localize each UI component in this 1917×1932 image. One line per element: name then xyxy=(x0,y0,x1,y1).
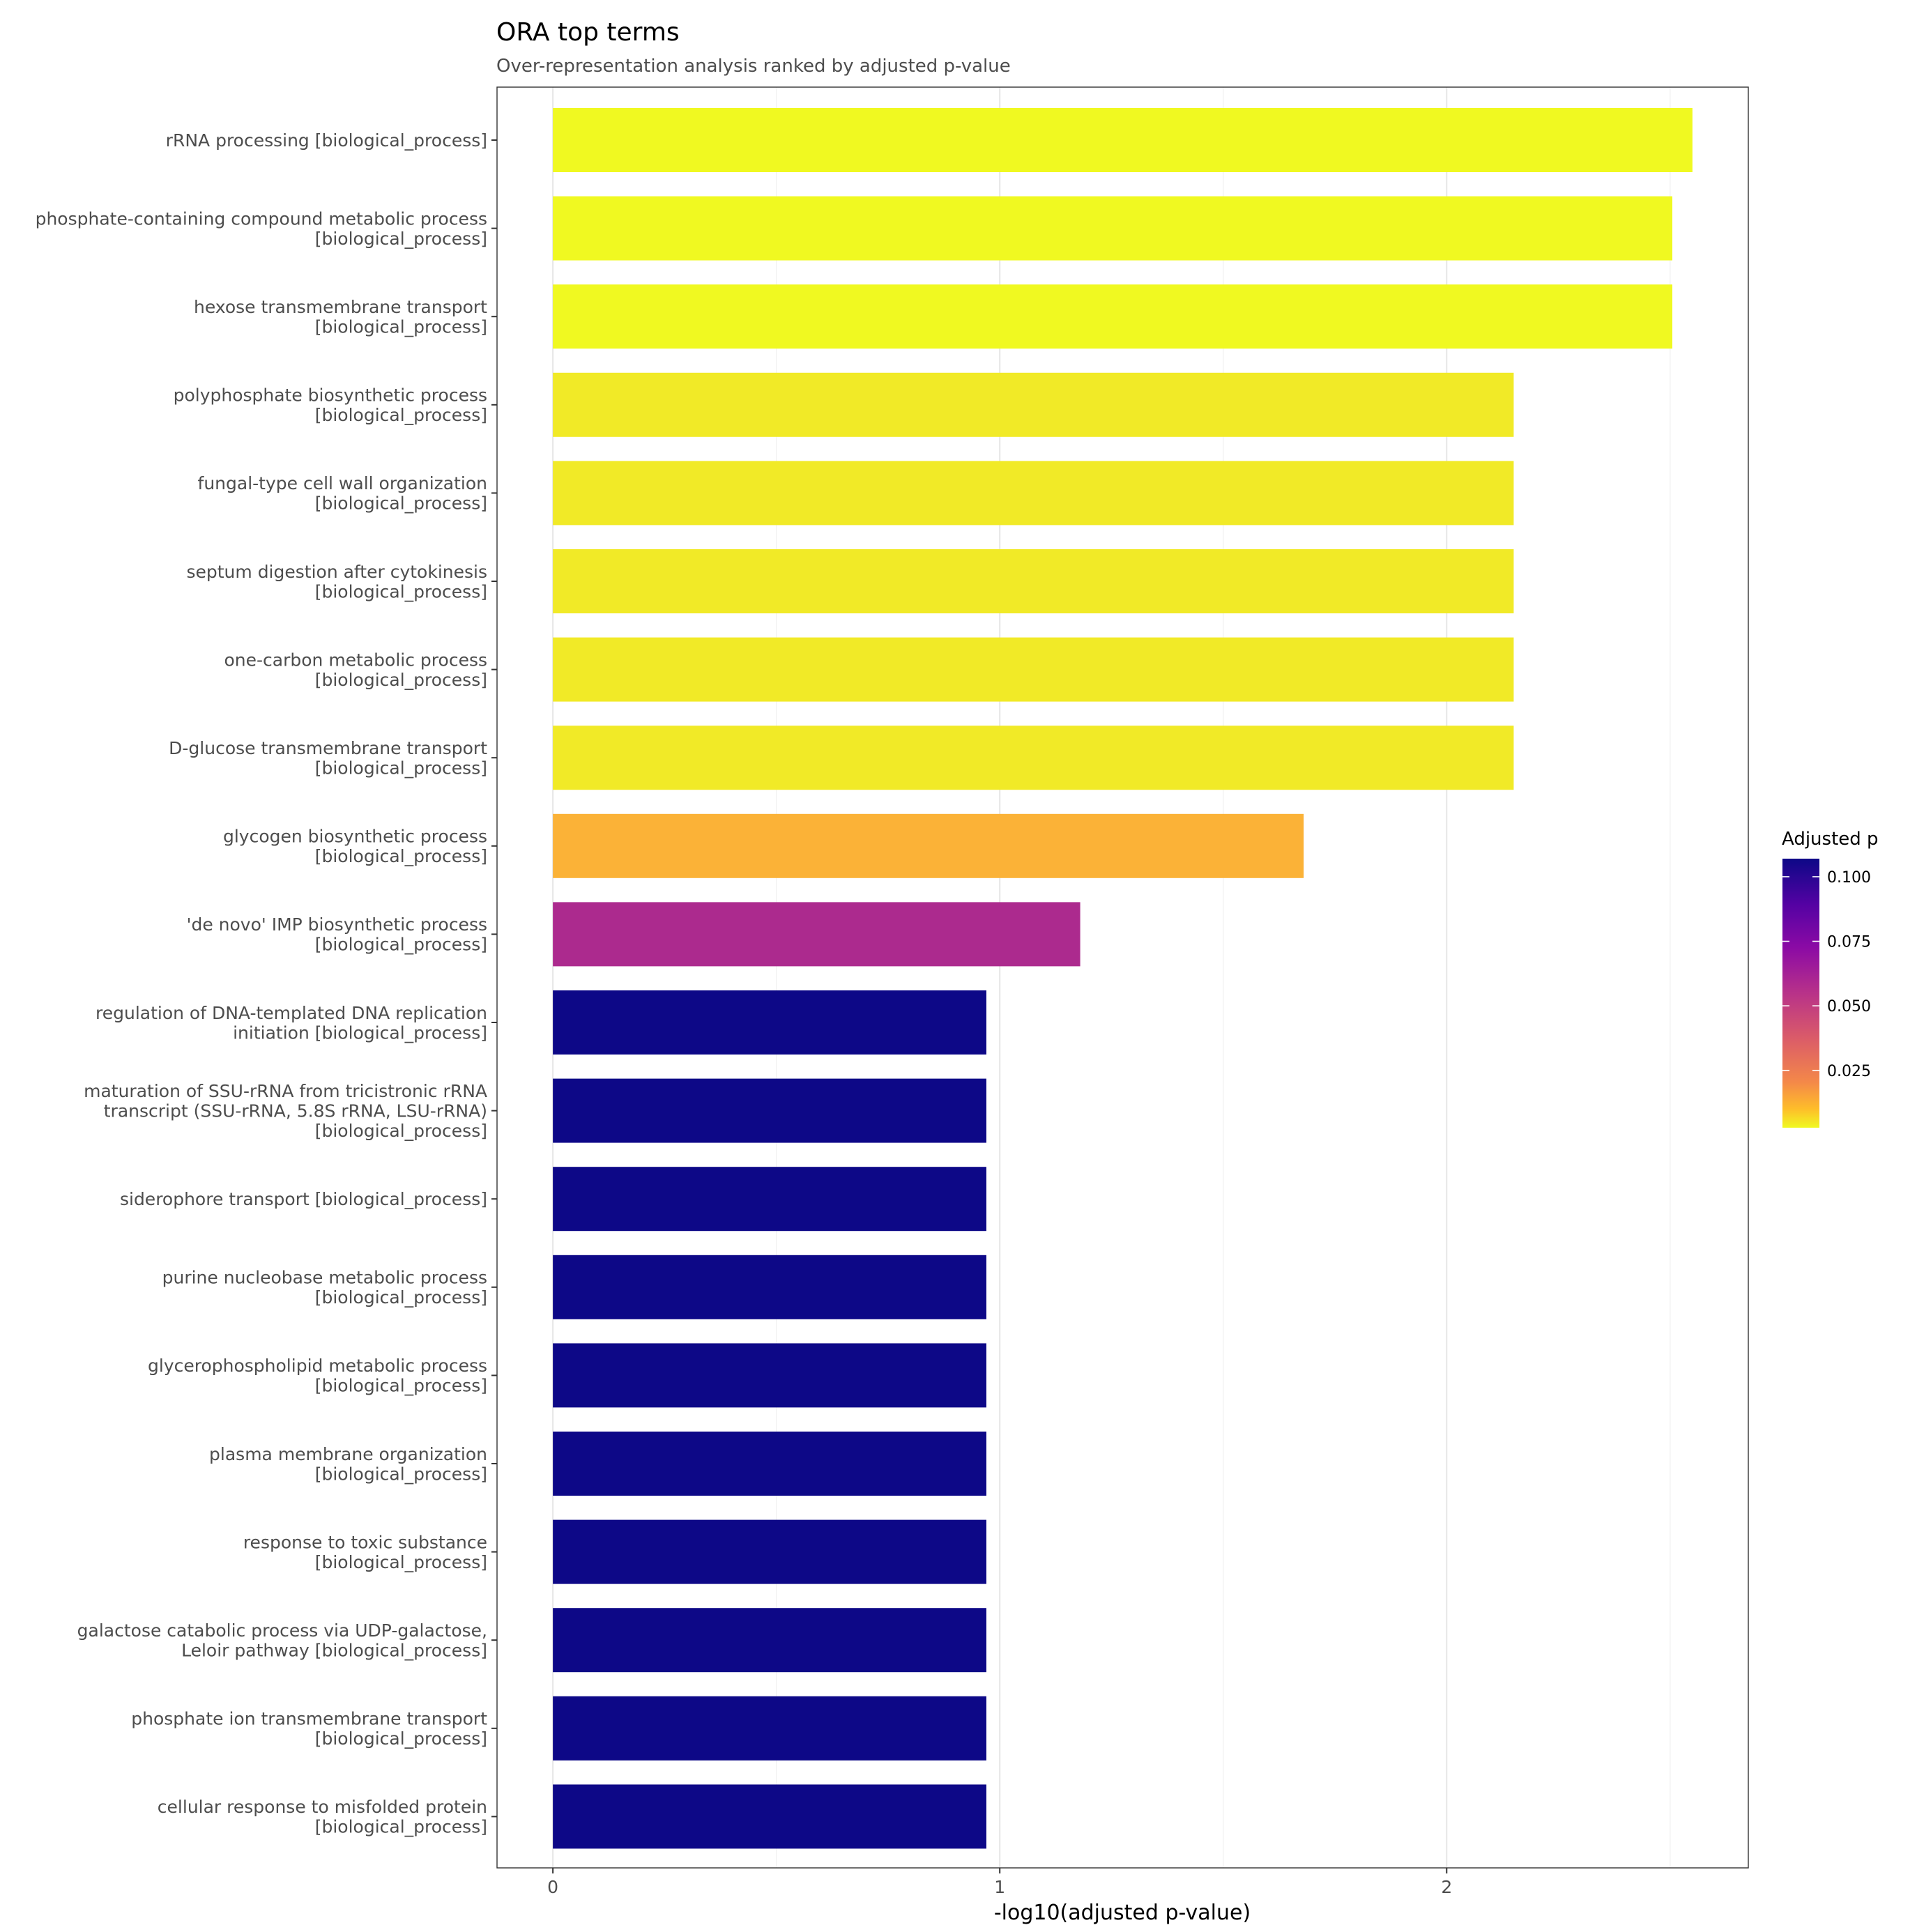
bar xyxy=(553,1167,986,1232)
y-tick-label: plasma membrane organization [biological_… xyxy=(209,1444,487,1485)
x-tick-label: 1 xyxy=(994,1877,1005,1897)
bar xyxy=(553,1696,986,1761)
bar xyxy=(553,372,1514,437)
legend: Adjusted p 0.100 0.075 0.050 0.025 xyxy=(1782,829,1879,1128)
bar xyxy=(553,1432,986,1496)
y-tick-label: rRNA processing [biological_process] xyxy=(166,130,487,151)
y-tick-label: galactose catabolic process via UDP-gala… xyxy=(77,1620,487,1661)
bar xyxy=(553,196,1673,261)
bars xyxy=(553,108,1693,1849)
y-tick-label: septum digestion after cytokinesis [biolo… xyxy=(186,562,487,602)
bar xyxy=(553,1519,986,1584)
x-tick-label: 0 xyxy=(547,1877,558,1897)
x-tick-label: 2 xyxy=(1441,1877,1452,1897)
bar xyxy=(553,1784,986,1849)
y-tick-label: response to toxic substance [biological_p… xyxy=(243,1532,487,1572)
legend-tick-label: 0.075 xyxy=(1827,934,1871,951)
bar xyxy=(553,902,1080,967)
y-tick-label: maturation of SSU-rRNA from tricistronic… xyxy=(84,1081,487,1141)
bar xyxy=(553,1255,986,1319)
y-axis-labels: rRNA processing [biological_process]phos… xyxy=(36,130,497,1837)
y-tick-label: fungal-type cell wall organization [biolo… xyxy=(198,473,487,514)
bar xyxy=(553,1078,986,1143)
x-axis-title: -log10(adjusted p-value) xyxy=(994,1901,1251,1925)
bar xyxy=(553,284,1673,349)
x-axis: 0 1 2 xyxy=(547,1868,1452,1897)
y-tick-label: siderophore transport [biological_proces… xyxy=(120,1189,487,1209)
y-tick-label: phosphate-containing compound metabolic … xyxy=(36,208,487,249)
bar xyxy=(553,813,1304,878)
y-tick-label: one-carbon metabolic process [biological_… xyxy=(224,650,487,690)
legend-tick-label: 0.100 xyxy=(1827,869,1871,887)
legend-colorbar xyxy=(1782,859,1819,1128)
y-tick-label: regulation of DNA-templated DNA replicat… xyxy=(96,1003,487,1043)
chart-subtitle: Over-representation analysis ranked by a… xyxy=(496,56,1011,77)
y-tick-label: phosphate ion transmembrane transport [bi… xyxy=(131,1709,487,1749)
bar xyxy=(553,1608,986,1673)
bar xyxy=(553,461,1514,526)
legend-tick-label: 0.025 xyxy=(1827,1063,1871,1080)
y-tick-label: polyphosphate biosynthetic process [biolo… xyxy=(174,385,487,426)
legend-title: Adjusted p xyxy=(1782,829,1879,850)
chart-title: ORA top terms xyxy=(496,18,680,47)
y-tick-label: cellular response to misfolded protein [b… xyxy=(158,1797,487,1837)
y-tick-label: glycerophospholipid metabolic process [bi… xyxy=(148,1356,487,1396)
bar xyxy=(553,549,1514,613)
y-tick-label: purine nucleobase metabolic process [biol… xyxy=(162,1268,487,1308)
plot-panel-border xyxy=(496,86,1749,1869)
bar xyxy=(553,726,1514,790)
y-tick-label: glycogen biosynthetic process [biological… xyxy=(223,827,487,867)
gridlines xyxy=(552,87,1671,1868)
bar xyxy=(553,990,986,1055)
bar xyxy=(553,637,1514,702)
y-tick-label: D-glucose transmembrane transport [biolog… xyxy=(169,738,487,779)
y-tick-label: 'de novo' IMP biosynthetic process [biolo… xyxy=(187,914,487,955)
y-tick-label: hexose transmembrane transport [biologica… xyxy=(194,297,487,337)
legend-ticks: 0.100 0.075 0.050 0.025 xyxy=(1782,869,1871,1080)
legend-tick-label: 0.050 xyxy=(1827,998,1871,1015)
bar xyxy=(553,1343,986,1408)
bar xyxy=(553,108,1693,172)
